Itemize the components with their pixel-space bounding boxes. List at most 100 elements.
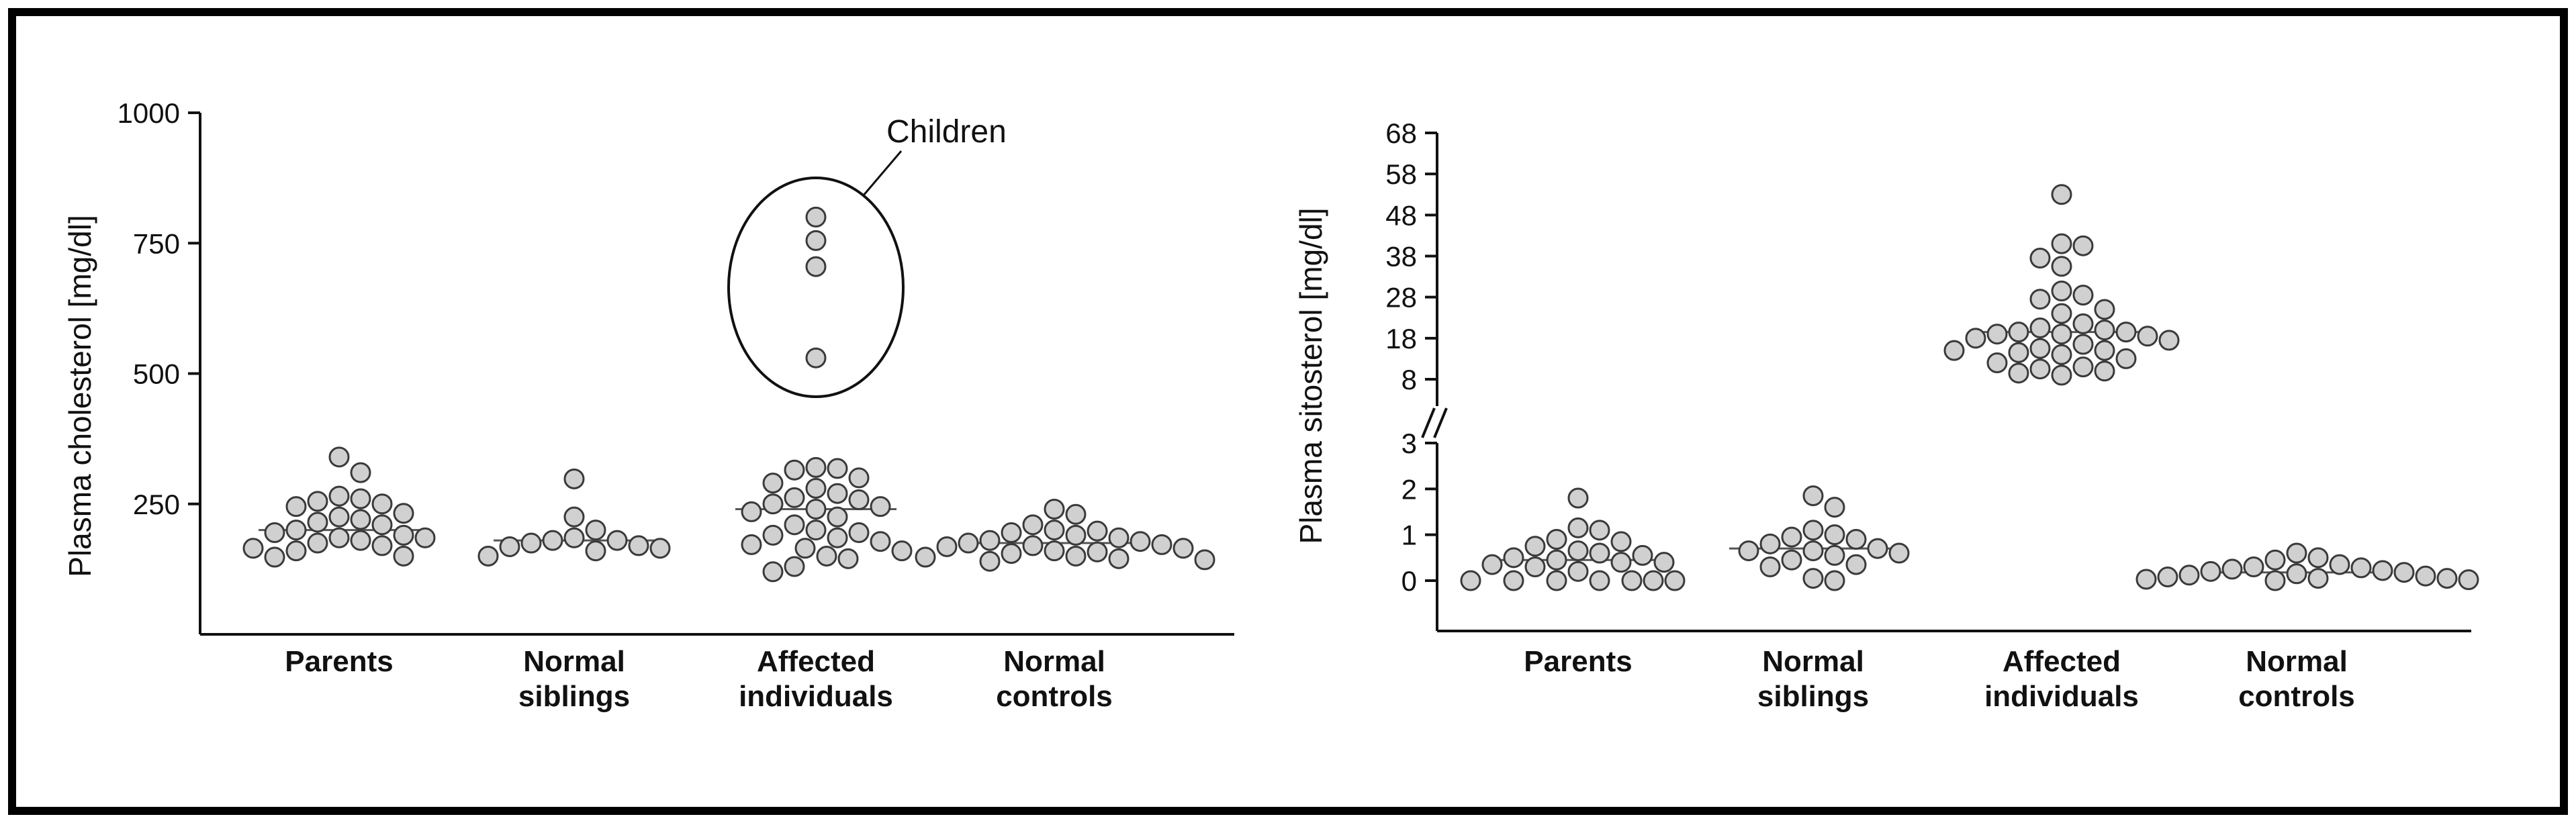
cholesterol-point-parents (328, 506, 350, 528)
sitosterol-point-normal-controls (2372, 560, 2393, 581)
sitosterol-point-parents (1632, 544, 1653, 566)
cholesterol-point-normal-siblings (649, 538, 671, 559)
sitosterol-point-affected-individuals (2008, 342, 2029, 363)
cholesterol-tick-label-250: 250 (133, 489, 180, 520)
cholesterol-point-normal-controls (979, 530, 1001, 551)
sitosterol-point-normal-controls (2264, 549, 2286, 571)
cholesterol-point-normal-siblings (542, 530, 563, 551)
sitosterol-point-affected-individuals (2051, 233, 2072, 254)
sitosterol-point-affected-individuals (2051, 280, 2072, 301)
cholesterol-point-normal-siblings (563, 527, 585, 548)
cholesterol-point-normal-controls (1022, 535, 1044, 556)
sitosterol-point-parents (1589, 520, 1610, 541)
cholesterol-point-normal-controls (915, 546, 936, 568)
sitosterol-point-affected-individuals (1965, 328, 1986, 349)
sitosterol-point-parents (1621, 570, 1643, 591)
sitosterol-point-normal-controls (2221, 558, 2243, 580)
sitosterol-point-normal-controls (2200, 560, 2221, 582)
cholesterol-category-label-normal-siblings: siblings (518, 680, 630, 713)
cholesterol-point-normal-siblings (563, 506, 585, 528)
sitosterol-tick-label-2: 2 (1401, 473, 1417, 505)
cholesterol-point-affected-individuals (870, 496, 891, 518)
sitosterol-point-affected-individuals (1943, 340, 1965, 361)
sitosterol-point-normal-siblings (1845, 554, 1867, 575)
sitosterol-point-affected-individuals (2137, 326, 2158, 347)
cholesterol-point-normal-controls (1194, 549, 1215, 571)
sitosterol-point-affected-individuals (2051, 324, 2072, 345)
cholesterol-point-affected-individuals (805, 499, 827, 520)
sitosterol-point-affected-individuals (2115, 348, 2137, 369)
cholesterol-point-parents (393, 545, 414, 567)
sitosterol-point-affected-individuals (2094, 340, 2115, 361)
cholesterol-point-normal-siblings (606, 530, 628, 551)
sitosterol-tick-label-0: 0 (1401, 565, 1417, 597)
sitosterol-point-affected-individuals (2029, 289, 2051, 310)
cholesterol-point-parents (285, 496, 307, 518)
cholesterol-category-label-normal-controls: controls (996, 680, 1113, 713)
sitosterol-y-axis-title: Plasma sitosterol [mg/dl] (1293, 207, 1328, 544)
sitosterol-point-parents (1643, 570, 1664, 591)
cholesterol-category-label-affected-individuals: individuals (739, 680, 893, 713)
sitosterol-tick-label-38: 38 (1385, 241, 1417, 273)
cholesterol-point-affected-individuals (870, 531, 891, 552)
sitosterol-point-parents (1546, 529, 1567, 550)
figure-frame (8, 8, 2568, 815)
sitosterol-point-parents (1503, 547, 1524, 569)
sitosterol-point-affected-individuals (2029, 248, 2051, 269)
children-annotation: Children (886, 114, 1007, 150)
cholesterol-point-normal-siblings (563, 468, 585, 489)
sitosterol-point-affected-individuals (2072, 356, 2094, 378)
sitosterol-point-normal-controls (2307, 547, 2329, 569)
sitosterol-point-normal-controls (2178, 565, 2200, 586)
cholesterol-point-affected-individuals (816, 545, 837, 567)
cholesterol-point-affected-individuals (848, 467, 870, 489)
cholesterol-point-affected-individuals (805, 456, 827, 478)
sitosterol-point-normal-controls (2329, 554, 2350, 575)
sitosterol-point-normal-controls (2286, 542, 2307, 564)
sitosterol-point-affected-individuals (2051, 184, 2072, 205)
sitosterol-point-parents (1524, 556, 1546, 577)
cholesterol-point-parents (264, 546, 285, 568)
cholesterol-point-parents (371, 493, 393, 515)
cholesterol-tick-label-500: 500 (133, 358, 180, 390)
sitosterol-category-label-normal-siblings: Normal (1762, 645, 1864, 678)
cholesterol-point-normal-controls (1087, 541, 1108, 563)
cholesterol-point-affected-individuals (762, 524, 784, 546)
cholesterol-point-affected-individuals (805, 520, 827, 541)
sitosterol-point-parents (1524, 536, 1546, 557)
cholesterol-point-normal-controls (1001, 522, 1022, 543)
cholesterol-point-parents (371, 535, 393, 556)
cholesterol-point-affected-individuals (762, 493, 784, 515)
sitosterol-point-normal-siblings (1738, 540, 1759, 562)
axis-break-mark-1 (1421, 407, 1436, 438)
cholesterol-point-affected-individuals (827, 506, 848, 528)
sitosterol-point-normal-siblings (1759, 533, 1781, 554)
cholesterol-point-affected-individuals (784, 514, 805, 536)
cholesterol-point-affected-individuals (805, 230, 827, 251)
cholesterol-point-parents (393, 524, 414, 546)
cholesterol-point-normal-controls (979, 550, 1001, 572)
sitosterol-point-normal-controls (2350, 557, 2372, 579)
sitosterol-point-affected-individuals (2072, 334, 2094, 355)
cholesterol-point-normal-controls (1065, 503, 1087, 525)
sitosterol-point-affected-individuals (1986, 352, 2008, 374)
sitosterol-point-normal-siblings (1781, 526, 1802, 548)
sitosterol-point-affected-individuals (2072, 235, 2094, 256)
sitosterol-point-normal-controls (2393, 562, 2415, 583)
cholesterol-tick-label-750: 750 (133, 228, 180, 259)
cholesterol-point-parents (371, 514, 393, 536)
sitosterol-point-normal-siblings (1845, 529, 1867, 550)
cholesterol-point-parents (414, 527, 436, 548)
children-ellipse (727, 177, 905, 398)
axis-break-mark-2 (1433, 407, 1448, 438)
cholesterol-point-parents (242, 538, 264, 559)
cholesterol-point-normal-siblings (585, 520, 606, 541)
cholesterol-point-normal-controls (936, 536, 958, 557)
sitosterol-point-normal-siblings (1802, 568, 1824, 589)
cholesterol-point-parents (307, 532, 328, 554)
sitosterol-point-normal-controls (2458, 569, 2479, 591)
sitosterol-point-affected-individuals (1986, 324, 2008, 345)
cholesterol-point-parents (350, 530, 371, 551)
sitosterol-point-affected-individuals (2029, 338, 2051, 359)
